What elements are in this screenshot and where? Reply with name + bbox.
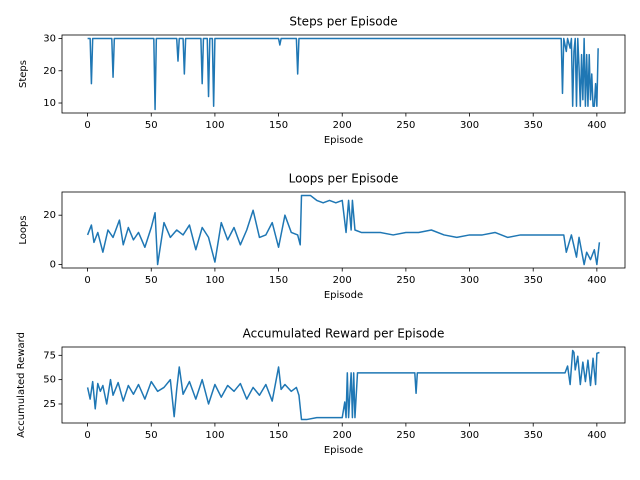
x-tick-label: 250	[396, 430, 415, 441]
x-tick-label: 350	[524, 430, 543, 441]
y-tick-label: 20	[43, 66, 56, 77]
chart-title: Loops per Episode	[289, 172, 399, 186]
x-axis-label: Episode	[324, 290, 363, 301]
y-tick-label: 10	[43, 98, 56, 109]
x-tick-label: 350	[524, 120, 543, 131]
x-tick-label: 300	[460, 430, 479, 441]
x-tick-label: 100	[205, 275, 224, 286]
x-axis-label: Episode	[324, 445, 363, 456]
chart-title: Steps per Episode	[289, 15, 397, 29]
chart-title: Accumulated Reward per Episode	[243, 327, 445, 341]
x-tick-label: 300	[460, 120, 479, 131]
axes-frame	[61, 34, 626, 114]
data-line	[87, 37, 599, 111]
data-line	[86, 349, 600, 421]
x-tick-label: 200	[333, 120, 352, 131]
y-tick-label: 75	[43, 350, 56, 361]
y-tick-label: 20	[43, 210, 56, 221]
x-tick-label: 150	[269, 275, 288, 286]
x-tick-label: 400	[587, 430, 606, 441]
axes-frame	[61, 346, 626, 424]
x-tick-label: 0	[84, 275, 90, 286]
y-axis-label: Steps	[18, 60, 29, 88]
x-tick-label: 0	[84, 120, 90, 131]
x-tick-label: 50	[145, 430, 158, 441]
y-tick-label: 0	[50, 260, 56, 271]
x-tick-label: 100	[205, 120, 224, 131]
x-tick-label: 200	[333, 430, 352, 441]
y-axis-label: Accumulated Reward	[16, 332, 27, 438]
x-tick-label: 50	[145, 275, 158, 286]
x-tick-label: 250	[396, 120, 415, 131]
x-tick-label: 0	[84, 430, 90, 441]
x-tick-label: 200	[333, 275, 352, 286]
x-tick-label: 400	[587, 120, 606, 131]
x-tick-label: 250	[396, 275, 415, 286]
x-tick-label: 150	[269, 430, 288, 441]
x-tick-label: 350	[524, 275, 543, 286]
data-line	[86, 194, 601, 266]
y-tick-label: 25	[43, 399, 56, 410]
y-tick-label: 50	[43, 375, 56, 386]
y-axis-label: Loops	[18, 215, 29, 244]
x-tick-label: 50	[145, 120, 158, 131]
y-tick-label: 30	[43, 34, 56, 45]
x-tick-label: 400	[587, 275, 606, 286]
x-tick-label: 150	[269, 120, 288, 131]
x-tick-label: 300	[460, 275, 479, 286]
x-tick-label: 100	[205, 430, 224, 441]
x-axis-label: Episode	[324, 135, 363, 146]
axes-frame	[61, 191, 626, 269]
